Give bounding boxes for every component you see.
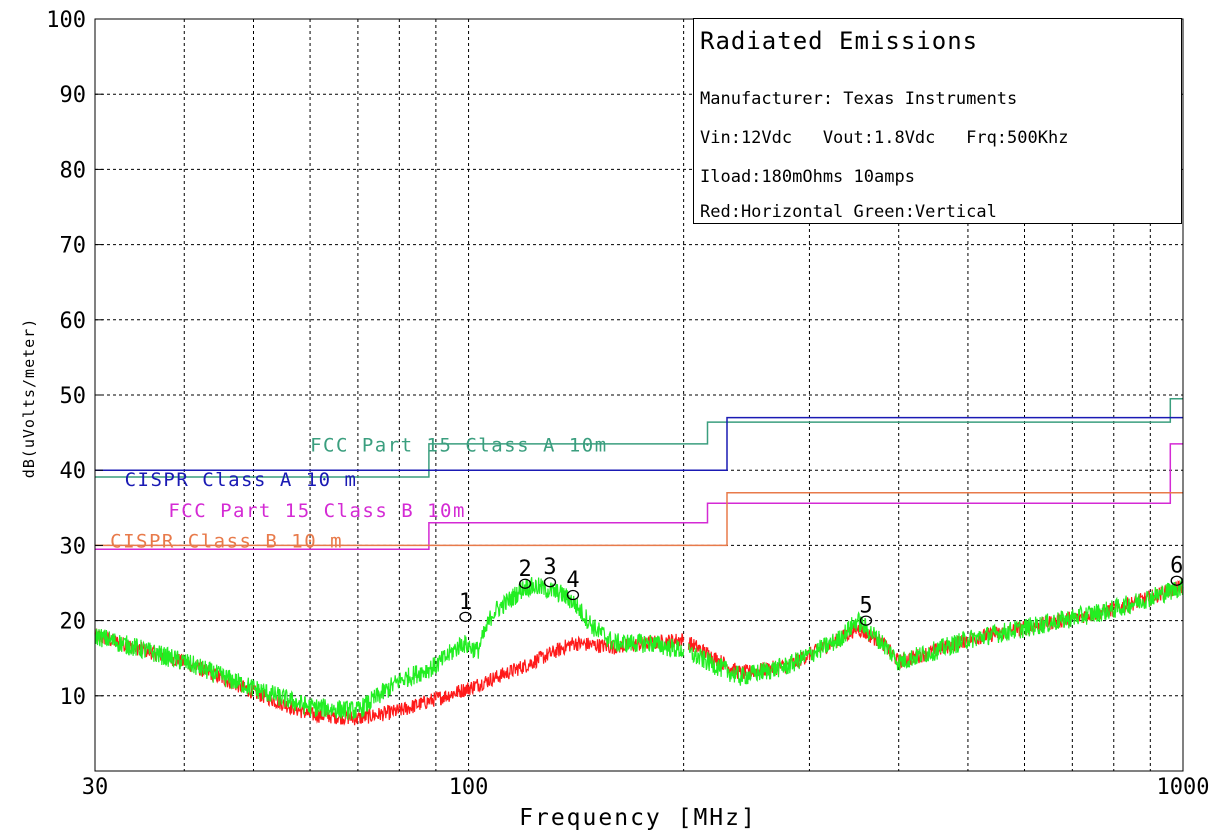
peak-marker xyxy=(543,577,557,588)
x-axis-ticks: 30 100 1000 xyxy=(82,775,1210,800)
y-tick-label: 20 xyxy=(60,610,87,635)
y-tick-label: 90 xyxy=(60,83,87,108)
x-axis-label: Frequency [MHz] xyxy=(519,805,757,831)
peak-marker-label: 2 xyxy=(519,557,532,582)
conditions-text: Vin:12Vdc Vout:1.8Vdc Frq:500Khz xyxy=(700,128,1069,148)
limit-line xyxy=(95,398,1183,478)
peak-marker xyxy=(459,611,472,622)
limit-labels: FCC Part 15 Class A 10m CISPR Class A 10 … xyxy=(110,434,608,553)
limit-line xyxy=(95,416,1183,471)
trace-vertical xyxy=(94,576,1184,720)
y-axis-label: dB(uVolts/meter) xyxy=(20,318,38,479)
trace-horizontal xyxy=(94,579,1184,726)
limit-line-label: CISPR Class B 10 m xyxy=(110,531,343,553)
peak-markers: 1 2 34 5 6 xyxy=(459,554,1183,626)
y-axis-ticks: 10 20 30 40 50 60 70 80 90 100 xyxy=(46,8,103,710)
y-tick-label: 100 xyxy=(46,8,86,33)
legend-text: Red:Horizontal Green:Vertical xyxy=(700,202,997,222)
chart-title: Radiated Emissions xyxy=(700,27,979,55)
x-tick-label: 1000 xyxy=(1157,775,1210,800)
peak-marker-label: 5 xyxy=(859,594,872,619)
data-traces xyxy=(94,576,1184,726)
y-tick-label: 80 xyxy=(60,158,87,183)
y-tick-label: 30 xyxy=(60,534,87,559)
limit-line-label: CISPR Class A 10 m xyxy=(125,469,358,491)
x-tick-label: 100 xyxy=(449,775,489,800)
limit-line-label: FCC Part 15 Class A 10m xyxy=(310,434,608,456)
y-tick-label: 50 xyxy=(60,384,87,409)
limit-lines xyxy=(95,398,1183,550)
peak-marker-label: 4 xyxy=(566,568,579,593)
peak-marker-label: 3 xyxy=(543,555,556,580)
y-tick-label: 40 xyxy=(60,459,87,484)
peak-marker xyxy=(859,615,873,626)
peak-marker xyxy=(1170,575,1183,586)
peak-marker-label: 1 xyxy=(459,590,472,615)
peak-marker-label: 6 xyxy=(1170,554,1183,579)
peak-marker xyxy=(518,578,532,589)
manufacturer-text: Manufacturer: Texas Instruments xyxy=(700,89,1018,109)
limit-line xyxy=(95,492,1183,547)
peak-marker xyxy=(566,589,580,601)
y-tick-label: 10 xyxy=(60,685,87,710)
load-text: Iload:180mOhms 10amps xyxy=(700,167,915,187)
y-tick-label: 60 xyxy=(60,309,87,334)
x-tick-label: 30 xyxy=(82,775,109,800)
limit-line-label: FCC Part 15 Class B 10m xyxy=(168,500,466,522)
y-tick-label: 70 xyxy=(60,234,87,259)
info-box: Radiated Emissions Manufacturer: Texas I… xyxy=(693,18,1182,224)
